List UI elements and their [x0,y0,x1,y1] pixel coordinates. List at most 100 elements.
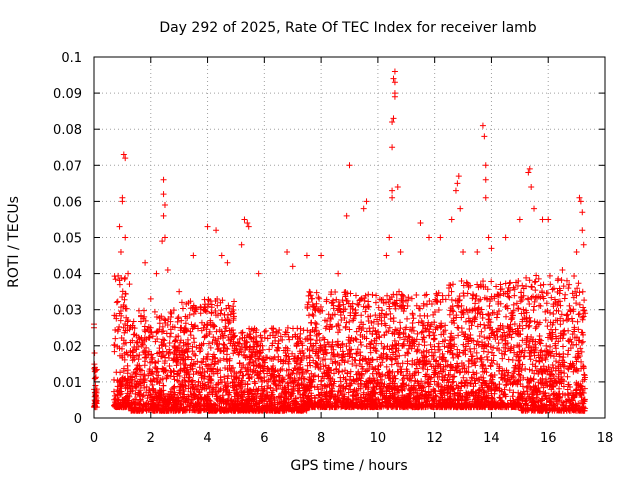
data-point [203,308,210,315]
data-point [396,319,403,326]
data-point [118,382,125,389]
data-point [117,317,124,324]
data-point [375,328,382,335]
data-point [151,377,158,384]
data-point [173,357,180,364]
data-point [129,337,136,344]
chart-title: Day 292 of 2025, Rate Of TEC Index for r… [159,20,536,36]
data-point [460,290,467,297]
data-point [111,392,118,399]
data-point [579,338,586,345]
data-point [139,407,146,414]
data-point [223,345,230,352]
data-point [231,298,238,305]
data-point [346,326,353,333]
data-point [111,376,118,383]
data-point [410,315,417,322]
data-point [140,406,147,413]
data-point [116,323,123,330]
data-point [158,315,165,322]
data-point [431,335,438,342]
data-point [122,290,129,297]
data-point [365,291,372,298]
data-point [145,324,152,330]
data-point [356,357,363,364]
data-point [217,299,224,306]
data-point [305,299,312,306]
data-point [415,369,422,376]
data-point [458,325,465,332]
data-point [522,365,529,372]
data-point [431,387,438,394]
data-point [163,374,170,381]
x-axis-label: GPS time / hours [290,458,407,474]
data-point [138,367,145,374]
data-point [166,346,173,353]
data-point [306,354,313,361]
data-point [150,403,157,410]
data-point [505,356,512,363]
data-point [178,299,185,306]
data-point [557,321,564,328]
data-point [537,282,544,289]
data-point [137,376,144,383]
data-point [143,383,150,390]
data-point [349,317,356,324]
data-point [164,392,171,399]
data-point [121,375,128,382]
data-point [161,337,168,344]
data-point [149,381,156,388]
data-point [307,336,314,343]
data-point [159,365,166,372]
data-point [463,306,470,313]
data-point [279,336,286,343]
data-point [113,315,120,322]
data-point [148,351,155,358]
data-point [124,367,131,374]
data-point [297,325,304,332]
data-point [117,304,124,311]
data-point [384,292,391,299]
data-point [133,373,140,380]
data-point [156,320,163,327]
data-point [372,299,379,306]
data-point [409,311,416,318]
data-point [170,395,177,402]
data-point [465,357,472,364]
data-point [149,333,156,340]
data-point [130,318,137,325]
data-point [166,333,173,340]
data-point [137,371,144,378]
data-point [532,278,539,285]
data-point [305,312,312,319]
data-point [225,337,232,344]
data-point [290,325,297,332]
data-point [134,338,141,345]
data-point [509,357,516,364]
data-point [177,327,184,334]
data-point [188,400,195,407]
data-point [168,386,175,393]
data-point [133,332,140,339]
data-point [164,397,171,404]
data-point [313,321,320,328]
data-point [217,374,224,381]
data-point [123,314,130,321]
data-point [141,384,148,391]
data-point [175,314,182,321]
data-point [141,313,148,320]
data-point [136,352,143,359]
data-point [503,302,510,309]
data-point [219,316,226,323]
data-point [408,295,415,302]
data-point [133,384,140,391]
data-point [392,326,399,333]
data-point [170,384,177,391]
data-point [121,275,128,282]
data-point [180,398,187,405]
data-point [483,353,490,360]
data-point [198,359,205,366]
data-point [501,329,508,336]
data-point [116,391,123,398]
